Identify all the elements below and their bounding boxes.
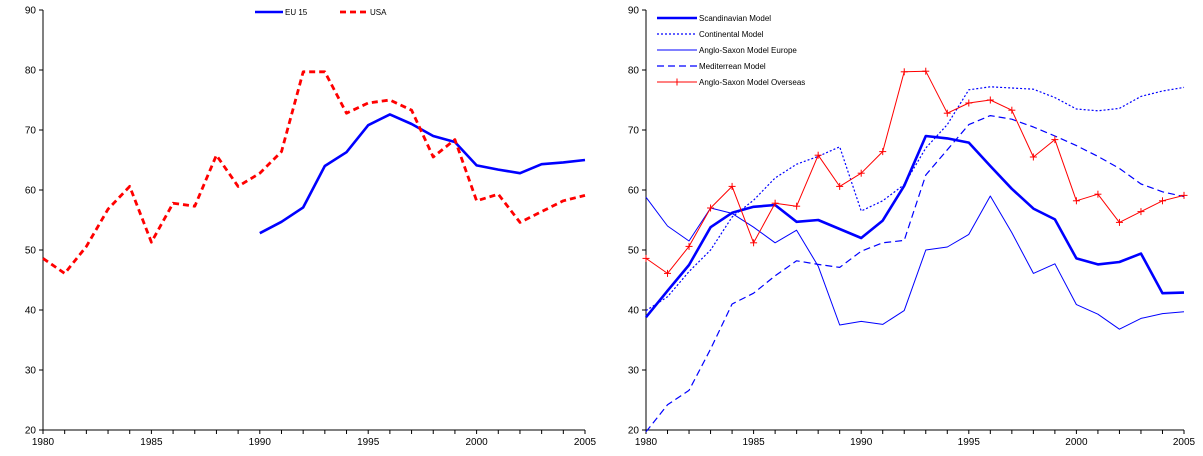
data-point-marker [1008, 106, 1016, 114]
data-point-marker [1072, 197, 1080, 205]
y-tick-label: 60 [25, 186, 37, 197]
data-point-marker [728, 182, 736, 190]
y-tick-label: 20 [25, 426, 37, 437]
y-tick-label: 80 [628, 66, 640, 77]
y-tick-label: 50 [25, 246, 37, 257]
legend-label: EU 15 [285, 8, 308, 17]
series-line-usa [42, 70, 586, 275]
data-point-marker [793, 202, 801, 210]
y-tick-label: 90 [628, 6, 640, 17]
data-point-marker [922, 67, 930, 75]
x-tick-label: 1990 [850, 437, 873, 448]
data-point-marker [1137, 208, 1145, 216]
y-tick-label: 70 [25, 126, 37, 137]
data-point-marker [1158, 197, 1166, 205]
x-tick-label: 2005 [1173, 437, 1196, 448]
legend: Scandinavian Model Continental Model Anglo… [657, 14, 805, 87]
x-tick-label: 1980 [635, 437, 658, 448]
y-tick-label: 40 [628, 306, 640, 317]
data-point-marker [1115, 218, 1123, 226]
x-tick-label: 2000 [1065, 437, 1088, 448]
data-point-marker [1051, 136, 1059, 144]
data-point-marker [814, 151, 822, 159]
y-tick-label: 30 [628, 366, 640, 377]
y-tick-label: 90 [25, 6, 37, 17]
x-tick-label: 1985 [140, 437, 163, 448]
data-point-marker [771, 199, 779, 207]
chart-social-models: 20 30 40 50 60 70 80 90 1980 1985 1990 1995 2000 2005… [628, 6, 1196, 449]
data-point-marker [879, 148, 887, 156]
data-point-marker [943, 109, 951, 117]
data-point-marker [900, 68, 908, 76]
legend-label: Anglo-Saxon Model Europe [699, 46, 797, 55]
data-point-marker [750, 239, 758, 247]
series-line-eu-15 [259, 113, 586, 235]
series-line-continental-model [645, 86, 1185, 312]
series-line-mediterrean-model [645, 114, 1185, 433]
x-tick-label: 2000 [465, 437, 488, 448]
x-tick-label: 1995 [958, 437, 981, 448]
legend: EU 15 USA [255, 8, 387, 17]
legend-label: Continental Model [699, 30, 764, 39]
data-point-marker [857, 169, 865, 177]
y-tick-label: 40 [25, 306, 37, 317]
data-point-marker [1180, 191, 1188, 199]
data-point-marker [965, 99, 973, 107]
data-point-marker [1094, 190, 1102, 198]
data-point-marker [707, 204, 715, 212]
chart-eu15-usa: 20 30 40 50 60 70 80 90 1980 1985 1990 1995 2000 2005… [25, 6, 597, 449]
data-point-marker [1029, 153, 1037, 161]
x-tick-label: 2005 [574, 437, 597, 448]
series-line-anglo-saxon-model-europe [645, 195, 1185, 330]
y-tick-label: 30 [25, 366, 37, 377]
data-point-marker [986, 96, 994, 104]
y-tick-label: 80 [25, 66, 37, 77]
legend-label: Anglo-Saxon Model Overseas [699, 78, 805, 87]
data-point-marker [836, 182, 844, 190]
legend-label: Mediterrean Model [699, 62, 766, 71]
data-point-marker [642, 254, 650, 262]
y-tick-label: 60 [628, 186, 640, 197]
legend-label: USA [370, 8, 387, 17]
legend-label: Scandinavian Model [699, 14, 771, 23]
data-point-marker [664, 269, 672, 277]
series-line-scandinavian-model [644, 134, 1185, 319]
x-tick-label: 1995 [357, 437, 380, 448]
x-tick-label: 1990 [249, 437, 272, 448]
x-tick-label: 1985 [742, 437, 765, 448]
data-point-marker [685, 242, 693, 250]
x-tick-label: 1980 [32, 437, 55, 448]
y-tick-label: 50 [628, 246, 640, 257]
series-line-anglo-saxon-model-overseas [645, 70, 1185, 274]
y-tick-label: 20 [628, 426, 640, 437]
y-tick-label: 70 [628, 126, 640, 137]
